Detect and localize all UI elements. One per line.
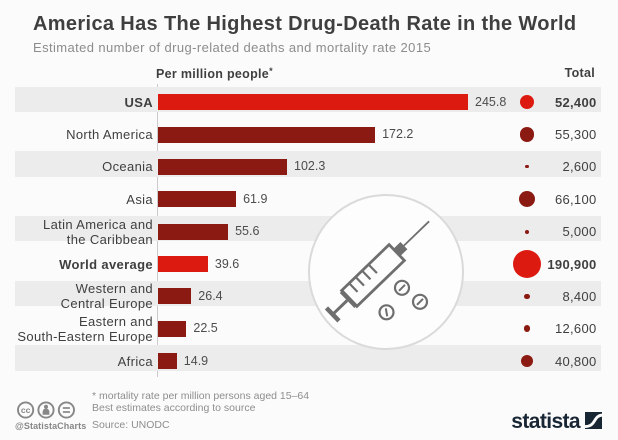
svg-text:cc: cc [21,405,31,415]
